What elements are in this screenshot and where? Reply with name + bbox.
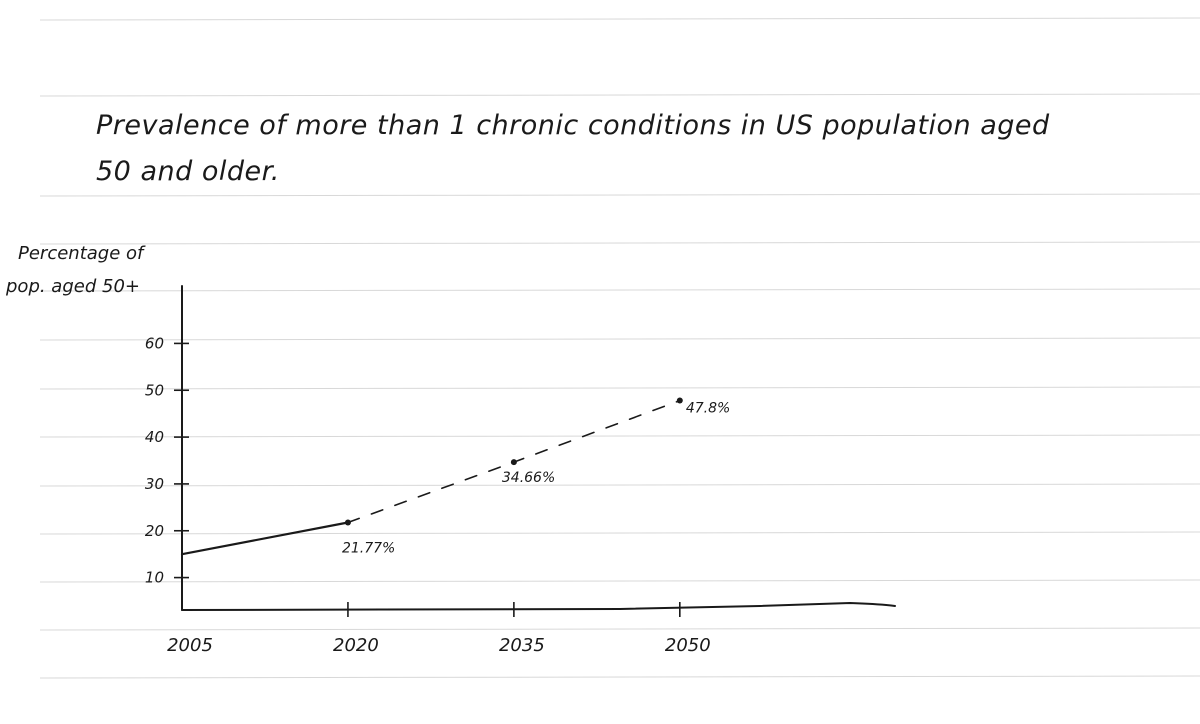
y-tick-label-10: 10	[145, 569, 164, 587]
y-tick-label-20: 20	[145, 522, 164, 540]
data-point-2020	[344, 519, 351, 526]
x-tick-label-2005: 2005	[167, 635, 213, 656]
x-tick-label-2050: 2050	[665, 635, 711, 656]
data-point-2050	[676, 397, 683, 404]
data-point-2035	[510, 459, 517, 466]
data-label-2050: 47.8%	[686, 401, 730, 417]
x-tick-label-2035: 2035	[499, 635, 545, 656]
y-axis-label-line-1: Percentage of	[18, 243, 144, 264]
series-line-solid	[180, 521, 349, 556]
y-tick-label-50: 50	[145, 381, 164, 399]
y-tick-label-30: 30	[145, 475, 164, 493]
data-label-2035: 34.66%	[502, 470, 555, 486]
y-axis-label-line-2: pop. aged 50+	[6, 276, 140, 297]
data-label-2020: 21.77%	[342, 540, 395, 556]
y-tick-label-60: 60	[145, 334, 164, 352]
chart-title-line-2: 50 and older.	[96, 156, 280, 187]
chart-title-line-1: Prevalence of more than 1 chronic condit…	[96, 110, 1050, 141]
x-axis	[181, 601, 896, 611]
y-tick-label-40: 40	[145, 428, 164, 446]
x-tick-label-2020: 2020	[333, 635, 379, 656]
